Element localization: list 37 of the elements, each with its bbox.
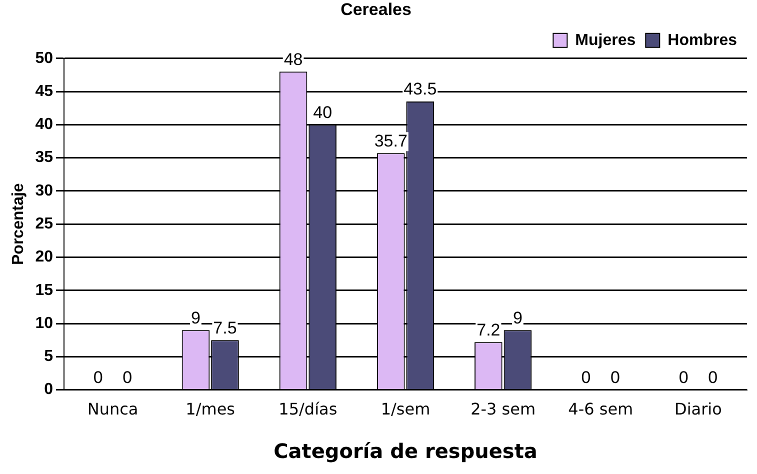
y-axis-title: Porcentaje [10, 183, 28, 266]
y-tick-label: 50 [35, 50, 54, 67]
y-tick-label: 10 [35, 314, 54, 332]
data-label: 48 [284, 50, 303, 69]
chart-title: Cereales [340, 0, 412, 19]
data-label: 0 [610, 368, 620, 387]
x-tick-label: 1/mes [186, 400, 236, 419]
x-tick-label: Diario [674, 400, 722, 419]
x-tick-label: Nunca [87, 400, 138, 419]
data-label: 43.5 [404, 80, 437, 99]
legend-label: Mujeres [575, 32, 636, 49]
data-label: 0 [122, 368, 132, 387]
data-label: 0 [93, 368, 103, 387]
data-label: 0 [708, 368, 718, 387]
x-tick-label: 15/días [278, 400, 338, 419]
legend-label: Hombres [668, 32, 738, 49]
y-tick-label: 40 [35, 116, 54, 134]
x-tick-label: 1/sem [380, 400, 430, 419]
data-label: 0 [678, 368, 688, 387]
data-label: 9 [190, 308, 200, 328]
y-tick-label: 0 [44, 381, 54, 398]
x-axis-title: Categoría de respuesta [274, 439, 538, 464]
data-label: 0 [581, 368, 591, 387]
y-tick-label: 15 [35, 282, 54, 299]
data-label: 7.2 [476, 320, 500, 340]
x-tick-label: 4-6 sem [568, 400, 634, 419]
data-label: 7.5 [213, 318, 237, 338]
y-tick-label: 20 [35, 248, 54, 266]
data-label: 35.7 [374, 131, 408, 150]
y-tick-label: 25 [35, 216, 54, 233]
x-tick-label: 2-3 sem [470, 400, 536, 419]
y-tick-label: 35 [35, 149, 54, 166]
y-tick-label: 5 [44, 348, 54, 366]
y-tick-label: 45 [35, 82, 54, 100]
data-label: 9 [512, 308, 522, 328]
y-tick-label: 30 [35, 182, 54, 200]
data-label: 40 [313, 102, 332, 122]
